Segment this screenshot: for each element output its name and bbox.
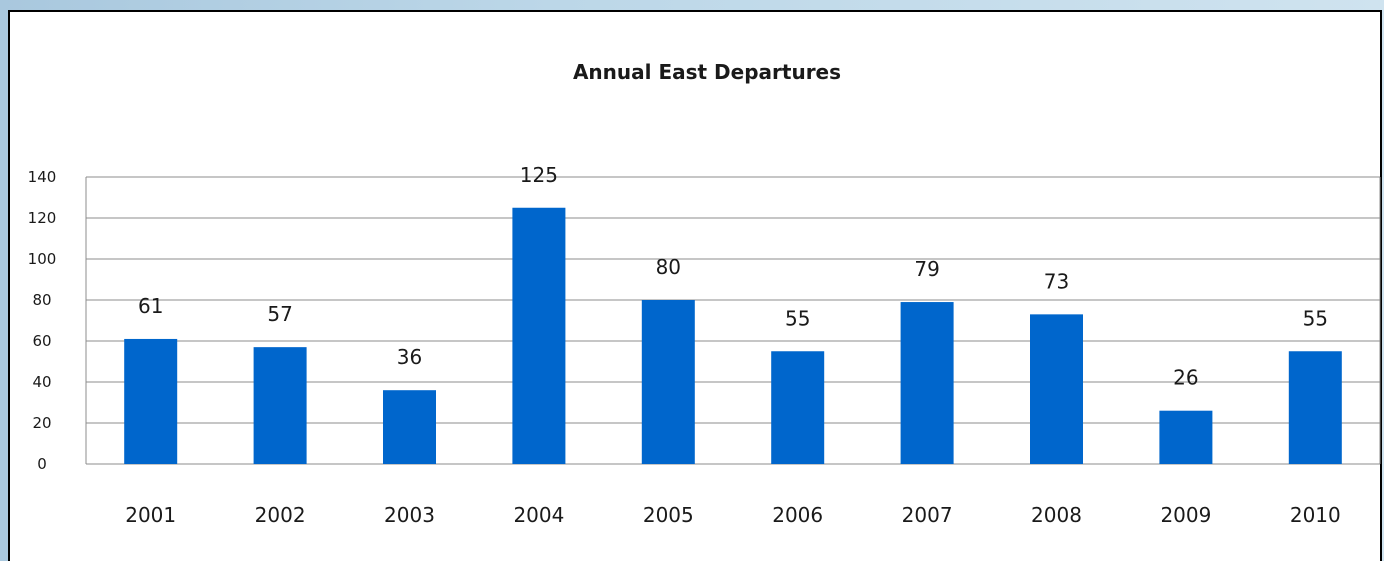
y-tick-label: 140 <box>28 168 57 186</box>
x-tick-label: 2007 <box>902 503 953 527</box>
x-tick-label: 2001 <box>125 503 176 527</box>
y-axis-ticks: 0 20 40 60 80 100 120 140 <box>28 168 57 473</box>
data-label: 80 <box>656 255 681 279</box>
data-label: 79 <box>914 257 939 281</box>
chart-title: Annual East Departures <box>573 60 841 84</box>
x-tick-label: 2008 <box>1031 503 1082 527</box>
bar-2010 <box>1288 351 1342 464</box>
chart-frame: Annual East Departures 0 20 40 60 80 100 120 14… <box>8 10 1382 561</box>
x-tick-label: 2005 <box>643 503 694 527</box>
bar-2005 <box>641 300 695 464</box>
data-label: 125 <box>520 163 558 187</box>
x-tick-label: 2010 <box>1290 503 1341 527</box>
y-tick-label: 20 <box>32 414 51 432</box>
data-label: 36 <box>397 345 422 369</box>
x-tick-label: 2009 <box>1160 503 1211 527</box>
x-tick-label: 2003 <box>384 503 435 527</box>
bar-2007 <box>900 302 954 464</box>
x-tick-label: 2006 <box>772 503 823 527</box>
data-label: 73 <box>1044 269 1069 293</box>
y-tick-label: 0 <box>37 455 47 473</box>
x-axis-ticks: 2001 2002 2003 2004 2005 2006 2007 2008 2009 2010 <box>125 503 1341 527</box>
x-tick-label: 2004 <box>513 503 564 527</box>
bars <box>124 207 1342 464</box>
data-label: 26 <box>1173 366 1198 390</box>
data-label: 55 <box>1303 306 1328 330</box>
bar-2002 <box>253 347 307 464</box>
y-tick-label: 60 <box>32 332 51 350</box>
bar-2008 <box>1030 314 1083 464</box>
data-labels: 61 57 36 125 80 55 79 73 26 55 <box>138 163 1328 390</box>
bar-chart: Annual East Departures 0 20 40 60 80 100 120 14… <box>28 60 1381 527</box>
y-tick-label: 120 <box>28 209 57 227</box>
data-label: 57 <box>267 302 292 326</box>
x-tick-label: 2002 <box>255 503 306 527</box>
bar-2006 <box>771 351 825 464</box>
data-label: 61 <box>138 294 163 318</box>
y-tick-label: 40 <box>32 373 51 391</box>
y-tick-label: 80 <box>32 291 51 309</box>
bar-2004 <box>512 207 566 464</box>
y-tick-label: 100 <box>28 250 57 268</box>
bar-2001 <box>124 338 178 464</box>
data-label: 55 <box>785 306 810 330</box>
bar-2009 <box>1159 410 1213 464</box>
bar-2003 <box>383 390 436 464</box>
